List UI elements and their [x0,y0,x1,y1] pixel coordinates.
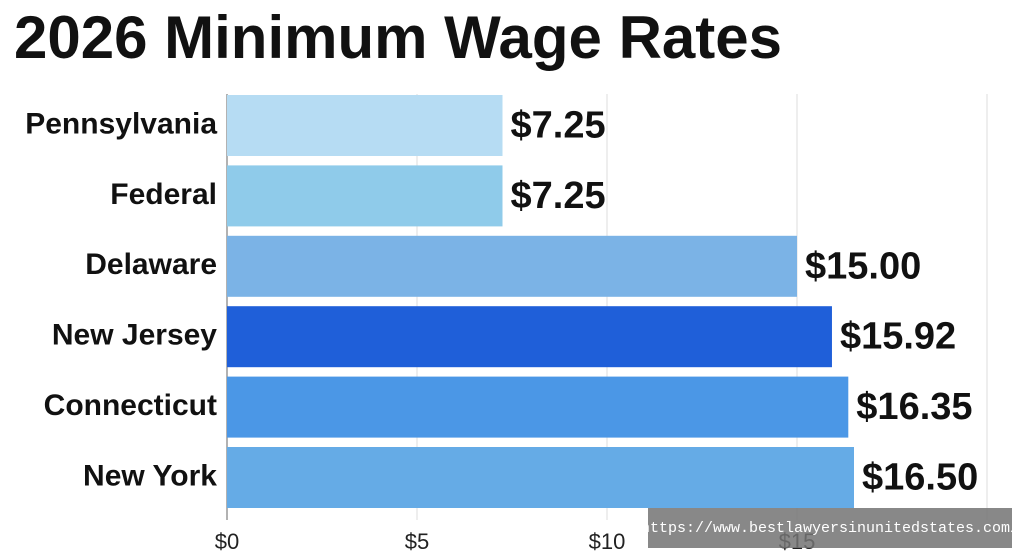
x-tick-label: $5 [405,529,429,554]
bar [227,306,832,368]
value-label: $16.35 [856,386,972,428]
bar [227,447,854,508]
value-label: $7.25 [511,175,606,217]
bar [227,235,797,297]
y-tick-label: New Jersey [52,319,217,352]
value-label: $7.25 [511,105,606,147]
y-tick-label: Pennsylvania [25,107,217,140]
y-tick-label: Federal [110,178,217,211]
x-tick-label: $0 [215,529,239,554]
watermark-box [648,508,1012,548]
x-tick-label: $10 [589,529,626,554]
watermark: https://www.bestlawyersinunitedstates.co… [641,520,1019,537]
chart-title: 2026 Minimum Wage Rates [14,4,782,71]
value-label: $15.00 [805,245,921,287]
bar [227,376,849,438]
y-tick-label: New York [83,459,217,492]
bar [227,95,503,156]
y-tick-label: Delaware [85,248,217,281]
value-label: $15.92 [840,316,956,358]
y-tick-label: Connecticut [44,389,217,422]
value-label: $16.50 [862,457,978,499]
bar [227,165,503,227]
